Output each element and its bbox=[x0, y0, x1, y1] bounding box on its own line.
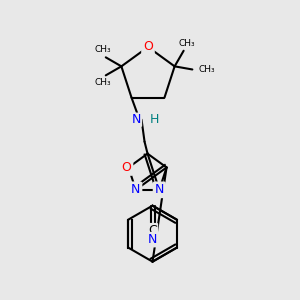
Text: O: O bbox=[143, 40, 153, 53]
Text: CH₃: CH₃ bbox=[94, 78, 111, 87]
Text: N: N bbox=[148, 233, 157, 246]
Text: CH₃: CH₃ bbox=[178, 39, 195, 48]
Text: N: N bbox=[132, 113, 142, 126]
Text: O: O bbox=[122, 161, 131, 174]
Text: H: H bbox=[149, 113, 159, 126]
Text: N: N bbox=[154, 183, 164, 196]
Text: N: N bbox=[131, 183, 140, 196]
Text: CH₃: CH₃ bbox=[198, 65, 215, 74]
Text: C: C bbox=[148, 224, 157, 237]
Text: CH₃: CH₃ bbox=[94, 45, 111, 54]
